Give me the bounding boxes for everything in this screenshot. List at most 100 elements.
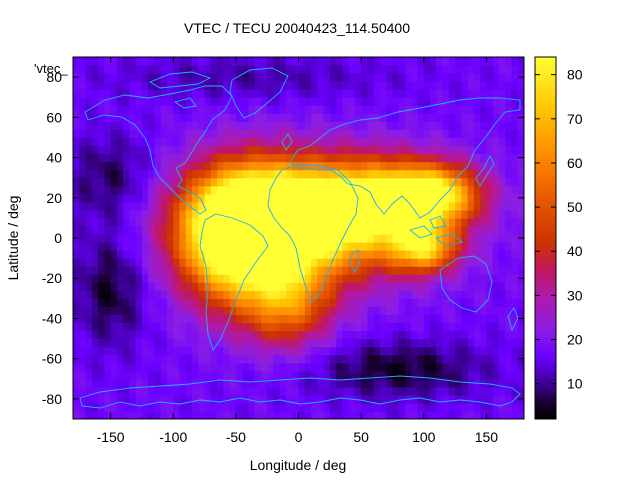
heatmap-cell: [210, 354, 218, 364]
heatmap-cell: [411, 89, 419, 98]
heatmap-cell: [461, 201, 469, 211]
heatmap-cell: [292, 193, 300, 203]
heatmap-cell: [404, 370, 412, 380]
heatmap-cell: [348, 153, 356, 163]
heatmap-cell: [511, 330, 519, 340]
heatmap-cell: [505, 97, 513, 106]
heatmap-cell: [511, 233, 519, 243]
heatmap-cell: [398, 185, 406, 195]
heatmap-cell: [436, 290, 444, 299]
heatmap-cell: [354, 201, 362, 211]
heatmap-cell: [442, 330, 450, 340]
heatmap-cell: [423, 370, 431, 380]
heatmap-cell: [329, 225, 337, 235]
heatmap-cell: [123, 370, 130, 380]
heatmap-cell: [248, 169, 256, 179]
heatmap-cell: [342, 338, 350, 348]
heatmap-cell: [79, 73, 87, 82]
heatmap-cell: [166, 225, 174, 235]
heatmap-cell: [173, 185, 181, 195]
heatmap-cell: [404, 225, 412, 235]
heatmap-cell: [398, 217, 406, 227]
heatmap-cell: [267, 137, 275, 147]
heatmap-cell: [292, 89, 300, 98]
heatmap-cell: [198, 129, 206, 139]
heatmap-cell: [329, 346, 337, 356]
coastline-south-america: [199, 213, 269, 352]
heatmap-cell: [517, 290, 524, 299]
heatmap-cell: [404, 306, 412, 316]
heatmap-cell: [116, 169, 124, 179]
heatmap-cell: [135, 225, 143, 235]
heatmap-cell: [273, 185, 281, 195]
heatmap-cell: [304, 65, 312, 74]
heatmap-cell: [430, 57, 437, 66]
heatmap-cell: [367, 370, 375, 380]
heatmap-cell: [348, 233, 356, 243]
heatmap-cell: [85, 153, 93, 163]
heatmap-cell: [392, 258, 400, 267]
heatmap-cell: [448, 394, 456, 404]
heatmap-cell: [285, 370, 293, 380]
heatmap-cell: [423, 129, 431, 139]
heatmap-cell: [311, 73, 318, 82]
heatmap-cell: [304, 201, 312, 211]
heatmap-cell: [379, 370, 387, 380]
heatmap-cell: [436, 386, 444, 396]
heatmap-cell: [229, 105, 237, 114]
heatmap-cell: [267, 97, 275, 106]
heatmap-cell: [166, 65, 174, 74]
heatmap-cell: [498, 338, 506, 348]
heatmap-cell: [323, 161, 331, 171]
heatmap-cell: [423, 217, 431, 227]
coastline-north-america: [84, 85, 233, 215]
heatmap-cell: [160, 193, 168, 203]
heatmap-cell: [423, 153, 431, 163]
heatmap-cell: [166, 346, 174, 356]
heatmap-cell: [229, 282, 237, 291]
heatmap-cell: [342, 73, 350, 82]
heatmap-cell: [185, 394, 193, 404]
heatmap-cell: [404, 121, 412, 130]
heatmap-cell: [160, 322, 168, 332]
heatmap-cell: [148, 258, 156, 267]
heatmap-cell: [198, 185, 206, 195]
heatmap-cell: [336, 386, 343, 396]
heatmap-cell: [480, 121, 488, 130]
heatmap-cell: [473, 89, 481, 98]
heatmap-cell: [104, 370, 112, 380]
heatmap-cell: [260, 217, 268, 227]
heatmap-cell: [248, 121, 256, 130]
heatmap-cell: [116, 290, 124, 299]
heatmap-cell: [229, 129, 237, 139]
heatmap-cell: [411, 57, 419, 66]
heatmap-cell: [116, 113, 124, 122]
heatmap-cell: [217, 362, 224, 372]
heatmap-cell: [154, 225, 162, 235]
heatmap-cell: [285, 185, 293, 195]
heatmap-cell: [104, 113, 112, 122]
heatmap-cell: [254, 274, 262, 283]
heatmap-cell: [110, 258, 118, 267]
heatmap-cell: [185, 57, 193, 66]
heatmap-cell: [116, 129, 124, 139]
heatmap-cell: [104, 57, 112, 66]
heatmap-cell: [467, 362, 475, 372]
heatmap-cell: [73, 330, 80, 340]
heatmap-cell: [373, 193, 381, 203]
heatmap-cell: [498, 217, 506, 227]
heatmap-cell: [229, 410, 237, 419]
heatmap-cell: [442, 201, 450, 211]
heatmap-cell: [304, 258, 312, 267]
heatmap-cell: [398, 233, 406, 243]
heatmap-cell: [79, 201, 87, 211]
heatmap-cell: [423, 322, 431, 332]
heatmap-cell: [160, 306, 168, 316]
heatmap-cell: [511, 105, 519, 114]
heatmap-cell: [129, 97, 137, 106]
heatmap-cell: [160, 370, 168, 380]
heatmap-cell: [166, 298, 174, 307]
heatmap-cell: [210, 65, 218, 74]
heatmap-cell: [223, 370, 231, 380]
heatmap-cell: [98, 121, 105, 130]
